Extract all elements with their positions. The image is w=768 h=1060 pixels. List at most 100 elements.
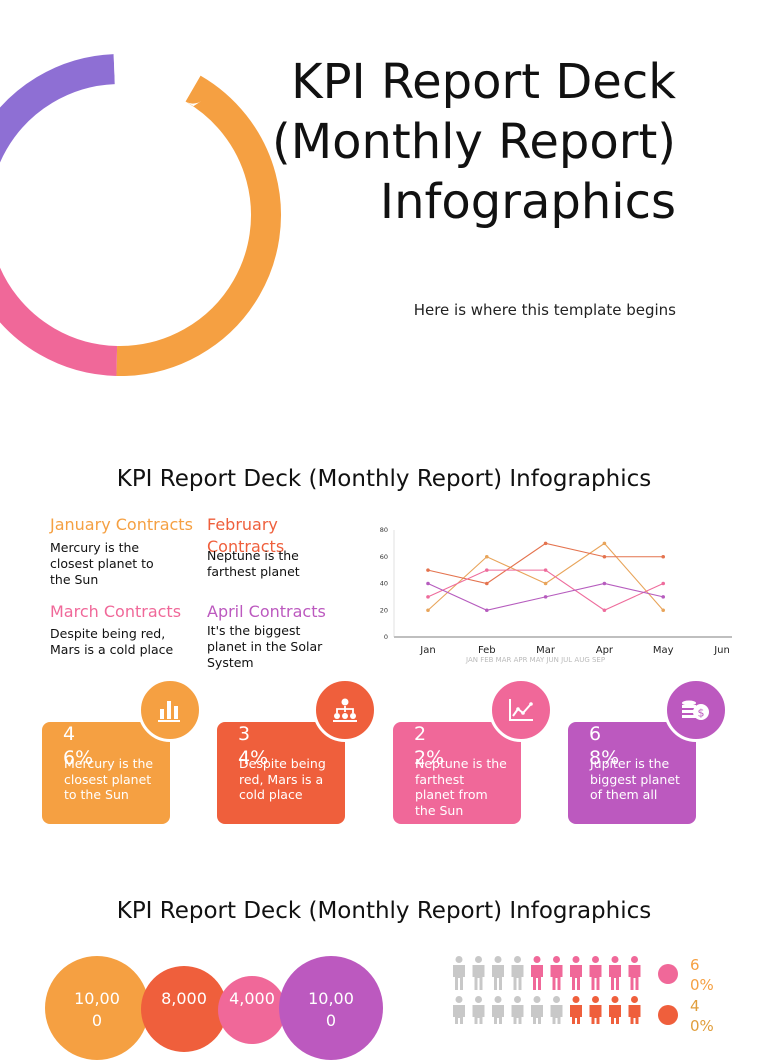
kpi-card-2: 34% Despite being red, Mars is a cold pl… bbox=[217, 722, 345, 824]
data-point bbox=[602, 581, 607, 586]
person-icon bbox=[472, 996, 485, 1024]
data-point bbox=[426, 595, 430, 599]
bubble-4: 10,000 bbox=[279, 956, 383, 1060]
section-title-contracts: KPI Report Deck (Monthly Report) Infogra… bbox=[116, 466, 652, 492]
donut-segment-2 bbox=[0, 54, 281, 376]
x-tick-label: May bbox=[653, 645, 674, 656]
x-tick-label: Apr bbox=[596, 645, 614, 656]
x-tick-label: Jan bbox=[419, 645, 435, 656]
person-icon bbox=[609, 956, 621, 990]
contract-text: Neptune is the farthest planet bbox=[207, 548, 300, 579]
person-icon bbox=[628, 996, 641, 1024]
person-icon bbox=[570, 956, 582, 990]
contract-february: February Contracts bbox=[207, 514, 367, 558]
bubble-value: 4,000 bbox=[229, 989, 275, 1008]
data-point bbox=[426, 581, 430, 586]
data-point bbox=[485, 568, 489, 572]
y-tick-label: 40 bbox=[380, 580, 388, 588]
kpi-card-3: 22% Neptune is the farthest planet from … bbox=[393, 722, 521, 824]
kpi-description: Mercury is the closest planet to the Sun bbox=[64, 756, 154, 802]
y-tick-label: 0 bbox=[384, 633, 388, 641]
coins-icon: $ bbox=[664, 678, 728, 742]
legend-dot bbox=[658, 964, 678, 984]
data-point bbox=[543, 581, 548, 586]
legend-percent: 40% bbox=[690, 997, 714, 1035]
person-icon bbox=[589, 996, 602, 1024]
data-point bbox=[602, 541, 607, 546]
series-line-1 bbox=[427, 542, 664, 611]
contract-title: March Contracts bbox=[50, 602, 182, 621]
line-chart: 0 20 40 60 80 Jan Feb Mar Apr May Jun JAN FEB MAR A… bbox=[380, 526, 732, 664]
series-line-3 bbox=[427, 569, 664, 611]
data-point bbox=[661, 581, 665, 586]
bubble-value: 8,000 bbox=[161, 989, 207, 1008]
data-point bbox=[485, 608, 489, 613]
x-tick-label: Mar bbox=[536, 645, 556, 656]
person-icon bbox=[550, 956, 563, 990]
person-icon bbox=[531, 956, 543, 990]
people-pictograph bbox=[453, 956, 641, 1024]
data-point bbox=[661, 608, 665, 613]
donut-segment-5 bbox=[0, 54, 281, 376]
section-title-totals: KPI Report Deck (Monthly Report) Infogra… bbox=[116, 898, 652, 924]
person-icon bbox=[589, 956, 602, 990]
kpi-percent: 34% bbox=[238, 723, 269, 769]
kpi-card-1: 46% Mercury is the closest planet to the… bbox=[42, 722, 170, 824]
data-point bbox=[543, 568, 548, 572]
bubble-3: 4,000 bbox=[218, 976, 286, 1044]
person-icon bbox=[550, 996, 563, 1024]
data-point bbox=[485, 554, 489, 559]
main-title: KPI Report Deck (Monthly Report) Infogra… bbox=[271, 54, 676, 230]
data-point bbox=[661, 595, 665, 599]
line-chart-icon bbox=[489, 678, 553, 742]
person-icon bbox=[492, 996, 504, 1024]
data-point bbox=[661, 554, 665, 559]
contract-february-text-wrap: Neptune is the farthest planet bbox=[207, 548, 367, 580]
kpi-percent: 68% bbox=[589, 723, 620, 769]
network-icon bbox=[313, 678, 377, 742]
kpi-description: Jupiter is the biggest planet of them al… bbox=[590, 756, 680, 802]
person-icon bbox=[570, 996, 582, 1024]
kpi-card-4: 68% Jupiter is the biggest planet of the… bbox=[568, 722, 696, 824]
data-point bbox=[426, 608, 430, 613]
kpi-description: Despite being red, Mars is a cold place bbox=[239, 756, 326, 802]
data-point bbox=[602, 554, 607, 559]
person-icon bbox=[609, 996, 621, 1024]
person-icon bbox=[511, 996, 524, 1024]
bubble-1: 10,000 bbox=[45, 956, 149, 1060]
data-point bbox=[485, 581, 489, 586]
x-tick-label: Jun bbox=[713, 645, 730, 656]
bubble-value: 10,000 bbox=[308, 989, 354, 1030]
contract-title: April Contracts bbox=[207, 602, 326, 621]
kpi-percent: 46% bbox=[63, 723, 94, 769]
kpi-description: Neptune is the farthest planet from the … bbox=[415, 756, 507, 818]
faint-month-labels: JAN FEB MAR APR MAY JUN JUL AUG SEP bbox=[465, 656, 605, 664]
person-icon bbox=[511, 956, 524, 990]
person-icon bbox=[628, 956, 641, 990]
data-point bbox=[426, 568, 430, 572]
contract-january: January Contracts bbox=[50, 514, 210, 536]
person-icon bbox=[453, 996, 465, 1024]
contract-title: January Contracts bbox=[50, 515, 193, 534]
contract-march: March Contracts Despite being red, Mars … bbox=[50, 601, 220, 658]
legend-dot bbox=[658, 1005, 678, 1025]
kpi-percent: 22% bbox=[414, 723, 445, 769]
legend-percent: 60% bbox=[690, 956, 714, 994]
data-point bbox=[543, 541, 548, 546]
contract-title: February Contracts bbox=[207, 515, 285, 556]
contract-january-text-wrap: Mercury is the closest planet to the Sun bbox=[50, 540, 210, 588]
svg-text:$: $ bbox=[698, 707, 705, 720]
person-icon bbox=[492, 956, 504, 990]
data-point bbox=[602, 608, 607, 613]
contract-text: Despite being red, Mars is a cold place bbox=[50, 626, 174, 657]
person-icon bbox=[531, 996, 543, 1024]
bubble-value: 10,000 bbox=[74, 989, 120, 1030]
contract-text: Mercury is the closest planet to the Sun bbox=[50, 540, 154, 587]
y-tick-label: 80 bbox=[380, 526, 388, 534]
bar-chart-icon bbox=[138, 678, 202, 742]
contract-april: April Contracts It's the biggest planet … bbox=[207, 601, 357, 671]
main-subtitle: Here is where this template begins bbox=[413, 301, 676, 319]
y-tick-label: 60 bbox=[380, 553, 388, 561]
contract-text: It's the biggest planet in the Solar Sys… bbox=[207, 623, 323, 670]
y-tick-label: 20 bbox=[380, 606, 388, 614]
